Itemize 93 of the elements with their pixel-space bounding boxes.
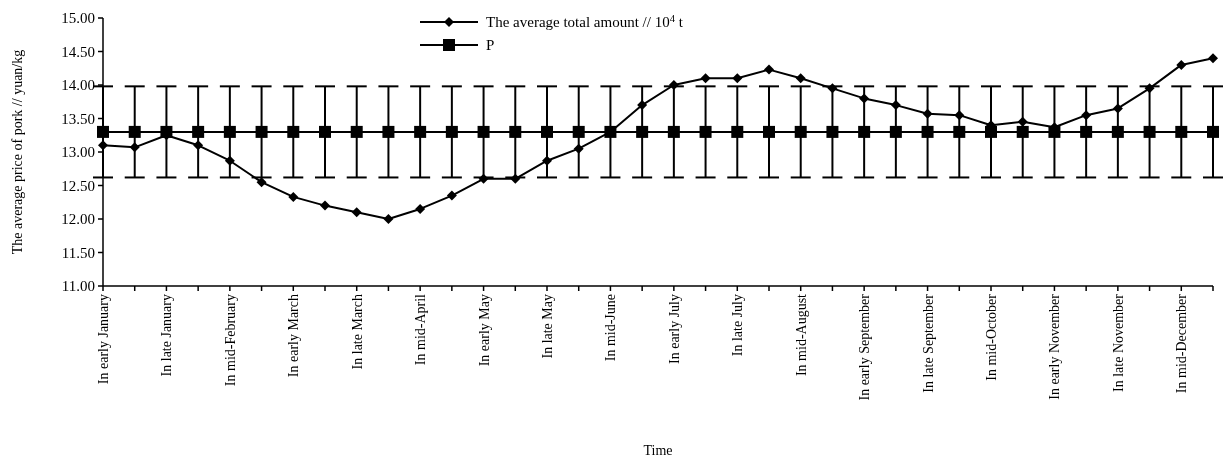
x-tick-label: In mid-October [984,293,999,381]
point [667,125,680,138]
point [255,125,268,138]
point [700,73,711,84]
point [415,203,426,214]
x-tick-label: In mid-June [603,294,619,362]
x-tick-label: In late November [1110,293,1126,392]
y-tick-label: 11.00 [61,278,95,295]
x-tick-label: In late May [540,294,555,359]
point [1080,125,1093,138]
point [256,177,267,188]
x-tick-label: In early September [857,293,873,401]
point [890,100,901,111]
point [351,207,362,218]
point [764,64,774,75]
point [858,125,871,138]
point [1176,59,1187,70]
point [763,125,775,138]
x-tick-label: In late September [920,293,936,393]
y-tick-label: 12.50 [61,177,95,194]
point [223,125,236,138]
point [224,155,235,166]
point [478,173,489,184]
x-tick-label: In mid-December [1174,293,1190,394]
x-tick-label: In late January [159,294,175,377]
point [1016,125,1029,138]
point [509,125,522,138]
point [827,83,838,94]
point [446,190,457,201]
x-tick-label: In late July [730,294,746,357]
point [541,125,553,138]
point [1112,103,1123,114]
y-axis-title: The average price of pork // yuan/kg [10,49,25,255]
point [859,93,870,104]
point [922,108,933,119]
y-tick-label: 13.00 [61,144,95,161]
x-tick-label: In mid-August [793,293,809,377]
legend-label: P [486,37,495,54]
point [542,155,552,166]
x-tick-label: In mid-April [413,293,429,366]
y-tick-label: 13.50 [61,110,95,127]
point [1208,53,1218,64]
point [794,125,807,138]
point [1144,83,1155,94]
x-axis-title: Time [643,443,673,458]
point [668,80,679,90]
point [921,125,934,138]
point [128,125,141,138]
x-tick-label: In early May [476,294,492,367]
point [319,125,331,138]
point [731,125,744,138]
point [1143,125,1156,138]
point [510,173,521,184]
point [573,143,584,154]
point [954,110,965,121]
point [1175,125,1188,138]
x-tick-label: In mid-February [222,294,238,387]
x-tick-label: In early November [1047,293,1063,400]
point [320,200,330,211]
x-tick-label: In early January [96,294,111,385]
point [288,191,299,202]
point [382,125,395,138]
y-tick-label: 14.00 [61,77,95,94]
point [953,125,966,138]
point [445,125,458,138]
point [193,140,204,151]
point [889,125,902,138]
point [1111,125,1124,138]
point [383,214,394,224]
point [192,125,205,138]
y-tick-label: 14.50 [61,43,95,60]
point [1081,110,1092,121]
point [1207,125,1219,138]
x-tick-label: In early March [286,294,302,378]
point [699,125,712,138]
point [732,73,743,84]
x-tick-label: In early July [666,294,682,364]
legend-label: The average total amount // 10$^{4}$ t [486,12,684,31]
point [350,125,363,138]
point [1017,116,1028,127]
point [572,125,585,138]
point [795,73,806,84]
x-tick-label: In late March [349,294,365,370]
point [129,142,140,153]
y-tick-label: 15.00 [61,10,95,27]
point [287,125,300,138]
point [414,125,427,138]
point [636,125,649,138]
point [477,125,490,138]
y-tick-label: 12.00 [61,211,95,228]
point [826,125,839,138]
y-tick-label: 11.50 [61,244,95,261]
point [637,100,648,111]
